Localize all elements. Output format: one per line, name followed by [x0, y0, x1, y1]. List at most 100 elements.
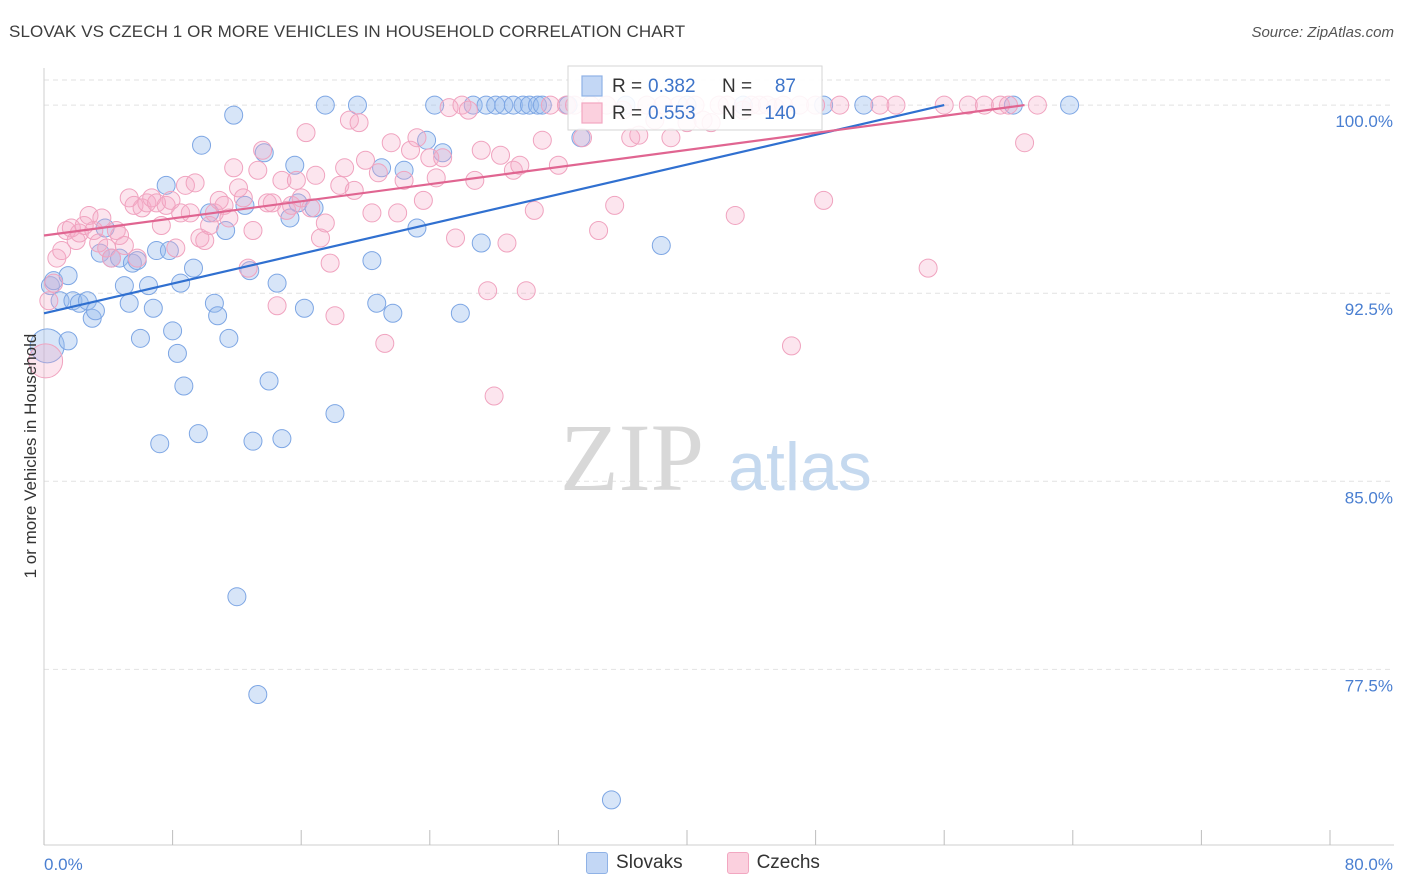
czech-point — [44, 273, 64, 293]
stats-n-label: N = — [722, 76, 752, 97]
slovak-point — [532, 95, 552, 115]
czech-point — [92, 208, 112, 228]
czech-point — [886, 95, 906, 115]
czech-point — [185, 173, 205, 193]
watermark-zip: ZIP — [560, 404, 704, 511]
czech-point — [394, 170, 414, 190]
slovak-point — [325, 404, 345, 424]
legend-swatch-czechs — [726, 852, 749, 874]
slovak-point — [1060, 95, 1080, 115]
slovak-point — [383, 303, 403, 323]
data-points — [28, 95, 1080, 810]
stats-r-label: R = — [612, 103, 642, 124]
y-tick-label: 100.0% — [1335, 112, 1393, 131]
czech-point — [870, 95, 890, 115]
czech-point — [605, 195, 625, 215]
czech-point — [310, 228, 330, 248]
watermark: ZIP atlas — [560, 404, 872, 511]
legend-item-czechs[interactable]: Czechs — [726, 852, 820, 874]
slovak-point — [138, 276, 158, 296]
czech-point — [465, 170, 485, 190]
slovak-point — [114, 276, 134, 296]
czech-point — [1027, 95, 1047, 115]
czech-point — [503, 160, 523, 180]
czech-point — [253, 140, 273, 160]
legend-item-slovaks[interactable]: Slovaks — [586, 852, 683, 874]
czech-point — [830, 95, 850, 115]
stats-n-label: N = — [722, 103, 752, 124]
slovak-point — [183, 258, 203, 278]
czech-point — [407, 128, 427, 148]
slovak-point — [150, 434, 170, 454]
slovak-trend-line — [43, 104, 945, 315]
slovak-point — [651, 236, 671, 256]
czech-point — [471, 140, 491, 160]
legend-swatch-slovaks — [586, 852, 609, 874]
axes — [43, 68, 1394, 846]
legend: Slovaks Czechs — [0, 852, 1406, 874]
czech-point — [344, 180, 364, 200]
slovak-point — [90, 243, 110, 263]
czech-point — [540, 95, 560, 115]
x-tick-label: 0.0% — [44, 855, 83, 874]
slovak-point — [285, 155, 305, 175]
czech-point — [320, 253, 340, 273]
czech-point — [516, 281, 536, 301]
slovak-point — [425, 95, 445, 115]
slovak-point — [85, 301, 105, 321]
slovak-point — [259, 371, 279, 391]
czech-point — [958, 95, 978, 115]
czech-point — [195, 231, 215, 251]
czech-point — [229, 178, 249, 198]
czech-point — [510, 155, 530, 175]
czech-point — [918, 258, 938, 278]
chart-title: SLOVAK VS CZECH 1 OR MORE VEHICLES IN HO… — [9, 22, 686, 41]
czech-point — [243, 220, 263, 240]
slovak-point — [227, 587, 247, 607]
czech-point — [524, 200, 544, 220]
czech-point — [388, 203, 408, 223]
slovak-point — [174, 376, 194, 396]
czech-point — [330, 175, 350, 195]
slovak-point — [219, 328, 239, 348]
slovak-point — [372, 158, 392, 178]
slovak-point — [433, 143, 453, 163]
slovak-point — [163, 321, 183, 341]
czech-point — [286, 170, 306, 190]
czech-point — [433, 148, 453, 168]
czech-point — [589, 220, 609, 240]
legend-label-czechs: Czechs — [756, 852, 820, 873]
czech-point — [335, 158, 355, 178]
czech-point — [39, 291, 59, 311]
slovak-point — [156, 175, 176, 195]
stats-swatch-0 — [581, 75, 603, 97]
slovak-point — [503, 95, 523, 115]
czech-point — [452, 95, 472, 115]
czech-point — [497, 233, 517, 253]
slovak-point — [188, 424, 208, 444]
y-tick-label: 85.0% — [1345, 488, 1393, 507]
czech-point — [200, 215, 220, 235]
watermark-atlas: atlas — [728, 429, 872, 505]
czech-point — [267, 296, 287, 316]
czech-point — [161, 190, 181, 210]
slovak-point — [394, 160, 414, 180]
slovak-point — [367, 293, 387, 313]
czech-point — [315, 213, 335, 233]
slovak-point — [208, 306, 228, 326]
czech-point — [381, 133, 401, 153]
czech-point — [491, 145, 511, 165]
czech-point — [375, 333, 395, 353]
slovak-point — [119, 293, 139, 313]
czech-point — [349, 113, 369, 133]
source-label: Source: ZipAtlas.com — [1251, 24, 1394, 41]
czech-point — [356, 150, 375, 170]
czech-point — [1015, 133, 1035, 153]
slovak-point — [294, 298, 314, 318]
czech-point — [781, 336, 801, 356]
czech-point — [573, 128, 593, 148]
czech-point — [532, 130, 552, 150]
czech-point — [272, 170, 292, 190]
czech-point — [413, 190, 433, 210]
